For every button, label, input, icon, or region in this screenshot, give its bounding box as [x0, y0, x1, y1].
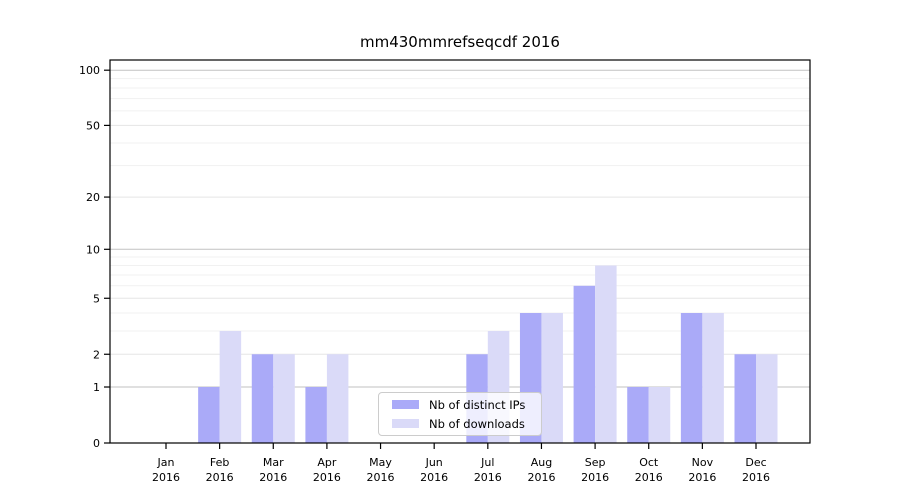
plot-frame [109, 59, 811, 444]
legend-swatch-distinct-ips [392, 400, 419, 409]
x-tick-label-year: 2016 [367, 471, 395, 484]
y-tick-label: 20 [86, 191, 100, 204]
bar-nb-of-distinct-ips-nov [680, 312, 703, 443]
bar-nb-of-downloads-mar [273, 354, 295, 443]
x-tick-label-month: Nov [692, 456, 714, 469]
x-tick-label-month: Apr [317, 456, 337, 469]
x-tick-label-year: 2016 [420, 471, 448, 484]
legend-item-distinct-ips: Nb of distinct IPs [386, 397, 534, 412]
legend-label-downloads: Nb of downloads [429, 416, 525, 431]
y-tick-label: 0 [93, 437, 100, 450]
x-tick-label-month: Sep [585, 456, 606, 469]
x-tick-label-year: 2016 [152, 471, 180, 484]
y-tick-label: 10 [86, 243, 100, 256]
y-tick-label: 100 [79, 64, 100, 77]
y-tick-label: 2 [93, 348, 100, 361]
legend-label-distinct-ips: Nb of distinct IPs [429, 397, 526, 412]
bar-nb-of-downloads-nov [702, 312, 724, 443]
bar-nb-of-downloads-feb [219, 331, 242, 443]
bar-nb-of-downloads-dec [756, 354, 778, 443]
x-tick-label-month: Dec [745, 456, 766, 469]
x-tick-label-month: May [369, 456, 392, 469]
bar-nb-of-downloads-sep [595, 265, 617, 443]
x-tick-label-month: Jan [157, 456, 175, 469]
x-tick-label-month: Oct [639, 456, 659, 469]
legend-item-downloads: Nb of downloads [386, 416, 534, 431]
bar-nb-of-distinct-ips-dec [734, 354, 756, 443]
x-tick-label-year: 2016 [206, 471, 234, 484]
bar-nb-of-distinct-ips-apr [305, 387, 327, 443]
bar-nb-of-downloads-apr [326, 354, 349, 443]
x-tick-label-month: Feb [210, 456, 229, 469]
x-tick-label-year: 2016 [259, 471, 287, 484]
bar-nb-of-distinct-ips-sep [573, 285, 596, 443]
x-tick-label-year: 2016 [688, 471, 716, 484]
x-tick-label-year: 2016 [742, 471, 770, 484]
bar-nb-of-downloads-aug [541, 312, 563, 443]
bar-nb-of-distinct-ips-oct [627, 387, 649, 443]
legend-swatch-downloads [392, 419, 419, 428]
x-tick-label-year: 2016 [635, 471, 663, 484]
bar-nb-of-distinct-ips-feb [198, 387, 220, 443]
bar-nb-of-distinct-ips-mar [251, 354, 274, 443]
y-tick-label: 5 [93, 292, 100, 305]
y-tick-label: 1 [93, 381, 100, 394]
x-tick-label-year: 2016 [581, 471, 609, 484]
legend: Nb of distinct IPs Nb of downloads [378, 392, 542, 436]
x-tick-label-month: Jun [425, 456, 443, 469]
x-tick-label-month: Mar [263, 456, 284, 469]
y-tick-label: 50 [86, 119, 100, 132]
bar-nb-of-downloads-oct [648, 387, 671, 443]
x-tick-label-year: 2016 [527, 471, 555, 484]
x-tick-label-year: 2016 [474, 471, 502, 484]
x-tick-label-year: 2016 [313, 471, 341, 484]
x-tick-label-month: Jul [480, 456, 494, 469]
x-tick-label-month: Aug [531, 456, 552, 469]
chart-title: mm430mmrefseqcdf 2016 [360, 33, 560, 51]
